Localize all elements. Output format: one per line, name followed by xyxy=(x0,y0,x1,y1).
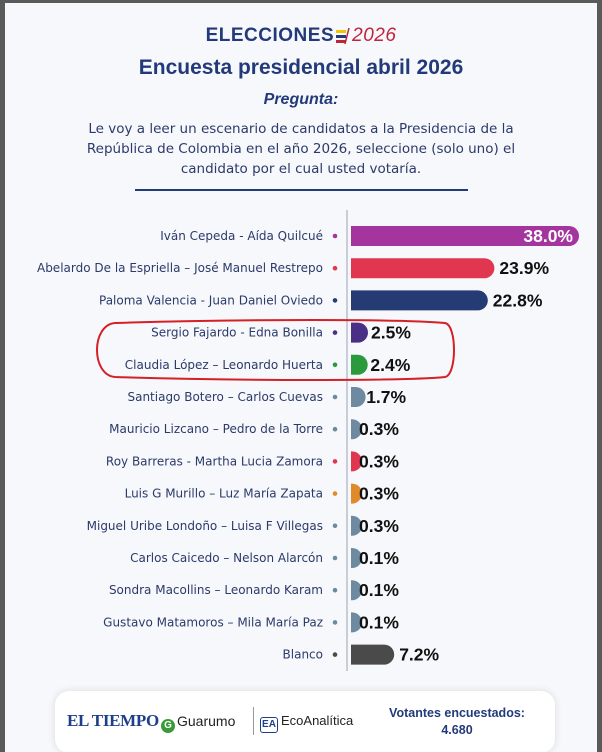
legend-dot xyxy=(332,459,338,464)
bar xyxy=(351,226,579,246)
category-label: Miguel Uribe Londoño – Luisa F Villegas xyxy=(87,519,323,533)
value-label: 1.7% xyxy=(366,387,406,407)
question-label: Pregunta: xyxy=(263,91,339,108)
ecoanalitica-label: EcoAnalítica xyxy=(281,713,354,728)
bar xyxy=(351,451,362,472)
bar xyxy=(351,419,362,440)
question-text: Le voy a leer un escenario de candidatos… xyxy=(86,121,516,177)
infographic-frame: ELECCIONES 2026 Encuesta presidencial abr… xyxy=(5,3,597,752)
flag-icon xyxy=(336,27,350,44)
category-label: Santiago Botero – Carlos Cuevas xyxy=(127,390,323,404)
votes-value: 4.680 xyxy=(441,723,473,737)
bar-chart: Iván Cepeda - Aída Quilcué 38.0% Abelardo … xyxy=(37,210,579,671)
footer-divider xyxy=(253,707,254,735)
legend-dot xyxy=(332,491,338,496)
bar xyxy=(351,387,366,407)
value-label: 7.2% xyxy=(399,645,439,665)
value-label: 0.3% xyxy=(359,484,399,504)
highlight-outline xyxy=(96,319,455,381)
category-label: Iván Cepeda - Aída Quilcué xyxy=(160,229,323,243)
category-label: Blanco xyxy=(283,648,323,662)
category-label: Sondra Macollins – Leonardo Karam xyxy=(109,583,323,597)
bar xyxy=(351,258,495,279)
elecciones-logo: ELECCIONES 2026 xyxy=(5,25,597,47)
legend-dot xyxy=(332,620,338,625)
value-label: 22.8% xyxy=(493,290,543,310)
legend-dot xyxy=(332,265,338,271)
bar xyxy=(351,354,368,375)
votes-label: Votantes encuestados: xyxy=(389,706,525,720)
legend-dot xyxy=(332,394,338,400)
value-label: 0.1% xyxy=(359,612,399,632)
legend-dot xyxy=(332,233,338,239)
footer-card: EL TIEMPO G Guarumo EA EcoAnalítica Votant… xyxy=(55,691,555,752)
value-label: 0.3% xyxy=(359,419,399,439)
logo-year: 2026 xyxy=(352,25,397,46)
guarumo-icon: G xyxy=(161,719,175,733)
el-tiempo-logo: EL TIEMPO xyxy=(67,711,159,730)
sample-size: Votantes encuestados: 4.680 xyxy=(367,705,547,739)
value-label: 0.1% xyxy=(359,580,399,600)
category-label: Claudia López – Leonardo Huerta xyxy=(125,358,323,372)
value-label: 0.1% xyxy=(359,548,399,568)
value-label: 38.0% xyxy=(523,226,573,246)
bar xyxy=(351,548,362,568)
ecoanalitica-logo: EA EcoAnalítica xyxy=(260,713,353,733)
bar xyxy=(351,290,488,311)
bar xyxy=(351,612,362,633)
category-label: Sergio Fajardo - Edna Bonilla xyxy=(151,326,323,340)
category-label: Mauricio Lizcano – Pedro de la Torre xyxy=(109,422,323,436)
legend-dot xyxy=(332,555,338,561)
category-label: Roy Barreras - Martha Lucia Zamora xyxy=(106,454,323,468)
legend-dot xyxy=(332,298,338,303)
legend-dot xyxy=(332,652,338,657)
guarumo-logo: G Guarumo xyxy=(161,713,235,733)
bar xyxy=(351,644,395,665)
logo-word: ELECCIONES xyxy=(205,25,335,46)
value-label: 2.4% xyxy=(370,355,410,375)
category-label: Paloma Valencia - Juan Daniel Oviedo xyxy=(99,293,323,307)
guarumo-label: Guarumo xyxy=(177,713,236,729)
legend-dot xyxy=(332,330,338,335)
value-label: 2.5% xyxy=(371,323,411,343)
page-title: Encuesta presidencial abril 2026 xyxy=(138,56,464,79)
legend-dot xyxy=(332,523,338,529)
value-label: 0.3% xyxy=(359,516,399,536)
category-label: Gustavo Matamoros – Mila María Paz xyxy=(103,615,323,629)
legend-dot xyxy=(332,426,338,432)
bar xyxy=(351,515,362,536)
legend-dot xyxy=(332,362,338,368)
legend-dot xyxy=(332,587,338,593)
bar xyxy=(351,580,362,601)
category-label: Carlos Caicedo – Nelson Alarcón xyxy=(130,551,323,565)
divider xyxy=(135,189,468,191)
bar xyxy=(351,322,368,343)
bar xyxy=(351,483,362,504)
value-label: 0.3% xyxy=(359,451,399,471)
ecoanalitica-icon: EA xyxy=(260,717,278,733)
category-label: Abelardo De la Espriella – José Manuel R… xyxy=(37,261,323,275)
category-label: Luis G Murillo – Luz María Zapata xyxy=(125,487,323,501)
value-label: 23.9% xyxy=(499,258,549,278)
